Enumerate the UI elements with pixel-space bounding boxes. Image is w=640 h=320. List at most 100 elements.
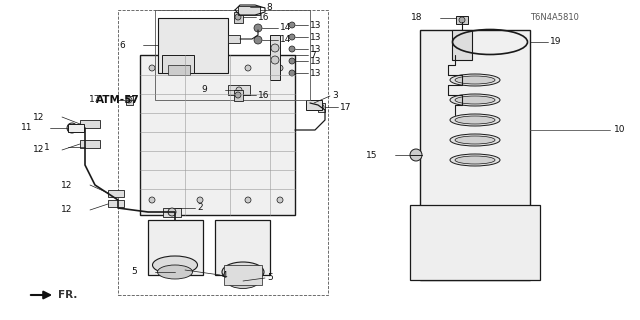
Circle shape: [235, 14, 241, 20]
Bar: [224, 265, 262, 285]
Text: 12: 12: [61, 180, 72, 189]
Ellipse shape: [450, 154, 500, 166]
Bar: [126, 96, 133, 105]
Text: FR.: FR.: [58, 290, 77, 300]
Bar: [228, 85, 250, 95]
Ellipse shape: [450, 114, 500, 126]
Bar: [168, 65, 190, 75]
Bar: [158, 18, 228, 73]
Circle shape: [236, 87, 242, 93]
Circle shape: [289, 58, 295, 64]
Bar: [108, 200, 124, 207]
Circle shape: [245, 197, 251, 203]
Circle shape: [459, 17, 465, 23]
Circle shape: [289, 34, 295, 40]
Ellipse shape: [455, 156, 495, 164]
Circle shape: [271, 56, 279, 64]
Circle shape: [254, 36, 262, 44]
Bar: [318, 103, 325, 112]
Ellipse shape: [455, 96, 495, 104]
Circle shape: [67, 123, 77, 133]
Text: 9: 9: [201, 85, 207, 94]
Bar: [155, 10, 310, 100]
Text: 13: 13: [310, 33, 321, 42]
Text: 13: 13: [310, 44, 321, 53]
Circle shape: [318, 104, 324, 110]
Bar: [234, 90, 243, 101]
Circle shape: [289, 70, 295, 76]
Text: 8: 8: [266, 3, 272, 12]
Ellipse shape: [455, 136, 495, 144]
Circle shape: [277, 65, 283, 71]
Text: 4: 4: [222, 270, 228, 279]
Circle shape: [126, 97, 132, 103]
Circle shape: [254, 24, 262, 32]
Text: 13: 13: [310, 20, 321, 29]
Text: 13: 13: [310, 57, 321, 66]
Text: 13: 13: [310, 68, 321, 77]
Ellipse shape: [227, 274, 259, 289]
Circle shape: [289, 22, 295, 28]
Text: T6N4A5810: T6N4A5810: [530, 13, 579, 22]
Bar: [68, 124, 84, 132]
Text: 5: 5: [131, 268, 137, 276]
Bar: [80, 140, 100, 148]
Bar: [228, 35, 240, 43]
Text: 15: 15: [365, 150, 377, 159]
Text: 2: 2: [197, 204, 203, 212]
Text: 19: 19: [550, 37, 561, 46]
Ellipse shape: [455, 116, 495, 124]
Text: 17: 17: [88, 95, 100, 105]
Text: 14: 14: [280, 23, 291, 33]
Text: 12: 12: [61, 205, 72, 214]
Circle shape: [245, 65, 251, 71]
Bar: [452, 30, 472, 60]
Text: 1: 1: [44, 142, 50, 151]
Text: 10: 10: [614, 125, 625, 134]
Ellipse shape: [455, 76, 495, 84]
Bar: [80, 120, 100, 128]
Bar: [118, 10, 328, 295]
Bar: [456, 16, 468, 24]
Text: 14: 14: [280, 36, 291, 44]
Text: 5: 5: [267, 274, 273, 283]
Text: 16: 16: [258, 91, 269, 100]
Circle shape: [149, 65, 155, 71]
Circle shape: [289, 46, 295, 52]
Circle shape: [149, 197, 155, 203]
Ellipse shape: [222, 262, 264, 282]
Bar: [420, 30, 530, 280]
Text: 18: 18: [410, 13, 422, 22]
Ellipse shape: [152, 256, 198, 274]
Text: 17: 17: [340, 102, 351, 111]
Circle shape: [197, 65, 203, 71]
Circle shape: [410, 149, 422, 161]
Bar: [234, 12, 243, 23]
Bar: [238, 6, 260, 15]
Text: 12: 12: [33, 146, 44, 155]
Text: ATM-57: ATM-57: [96, 95, 140, 105]
Text: 16: 16: [258, 12, 269, 21]
Bar: [108, 190, 124, 197]
Circle shape: [235, 92, 241, 98]
Ellipse shape: [450, 74, 500, 86]
Bar: [306, 100, 322, 110]
Circle shape: [168, 208, 176, 216]
Bar: [163, 208, 181, 217]
Bar: [215, 220, 270, 275]
Bar: [140, 55, 295, 215]
Text: 6: 6: [119, 41, 125, 50]
Ellipse shape: [450, 134, 500, 146]
Circle shape: [197, 197, 203, 203]
Text: 7: 7: [310, 51, 316, 60]
Bar: [270, 35, 280, 80]
Circle shape: [271, 44, 279, 52]
Text: 11: 11: [20, 124, 32, 132]
Bar: [148, 220, 203, 275]
Bar: [410, 205, 540, 280]
Bar: [162, 55, 194, 73]
Text: 12: 12: [33, 113, 44, 122]
Ellipse shape: [157, 265, 193, 279]
Circle shape: [277, 197, 283, 203]
Text: 3: 3: [332, 91, 338, 100]
